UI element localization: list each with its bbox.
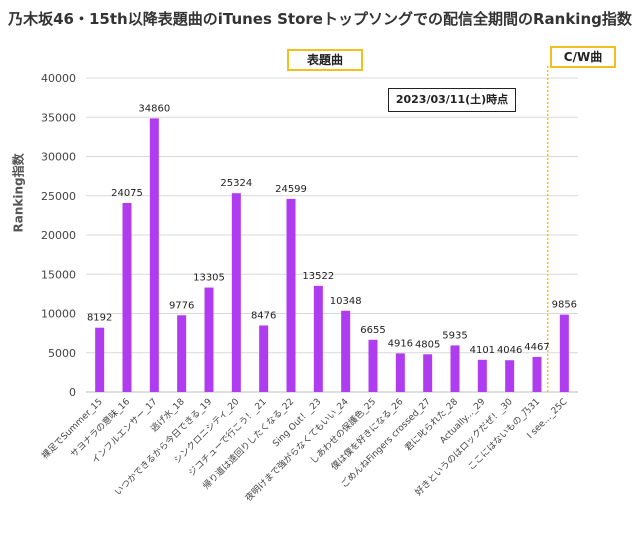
data-label: 10348 [330,296,362,307]
bar [123,203,132,392]
bar [205,288,214,392]
data-label: 4805 [415,339,440,350]
data-label: 24075 [111,188,143,199]
y-tick-label: 40000 [41,72,76,85]
x-tick-label: 好きというのはロックだぜ！_30 [412,395,515,498]
y-tick-label: 25000 [41,190,76,203]
bar [505,360,514,392]
bar [560,315,569,392]
x-tick-label: いつかできるから今日できる_19 [112,395,214,497]
y-tick-label: 30000 [41,151,76,164]
bar [95,328,104,392]
data-label: 4046 [497,345,522,356]
data-label: 8192 [87,313,112,324]
bar-chart: 0 5000 10000 15000 20000 25000 30000 35000 40000… [0,0,640,545]
bar [259,325,268,392]
data-label: 34860 [138,103,170,114]
data-label: 4467 [524,342,549,353]
y-tick-label: 10000 [41,308,76,321]
bar [369,340,378,392]
data-label: 9856 [552,300,577,311]
y-tick-label: 35000 [41,111,76,124]
data-label: 6655 [360,325,385,336]
bar [150,118,159,392]
data-label: 13522 [302,271,334,282]
bar [341,311,350,392]
bar [478,360,487,392]
y-tick-label: 0 [69,386,76,399]
y-tick-label: 5000 [48,347,76,360]
data-label: 24599 [275,184,307,195]
data-label: 4916 [388,338,413,349]
bar [177,315,186,392]
bar [232,193,241,392]
data-label: 25324 [220,178,252,189]
x-tick-label: Sing Out！_23 [271,396,324,449]
y-tick-label: 20000 [41,229,76,242]
bar [396,353,405,392]
y-tick-label: 15000 [41,268,76,281]
data-label: 8476 [251,310,276,321]
bar [423,354,432,392]
bar [314,286,323,392]
data-label: 4101 [470,345,495,356]
bar [533,357,542,392]
data-label: 9776 [169,300,194,311]
bar [451,345,460,392]
bar [287,199,296,392]
data-label: 5935 [442,330,467,341]
data-label: 13305 [193,273,225,284]
